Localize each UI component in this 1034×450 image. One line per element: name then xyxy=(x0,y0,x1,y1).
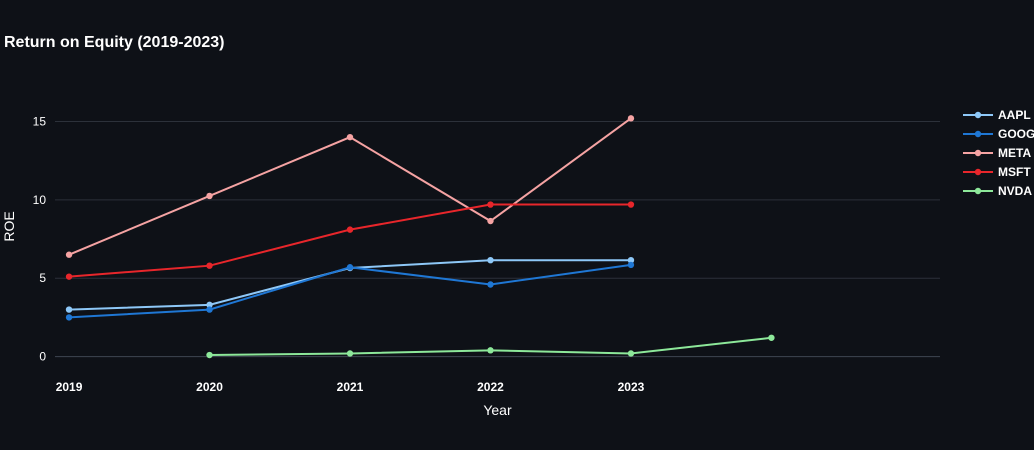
legend-item-nvda[interactable]: NVDA xyxy=(963,184,1032,198)
data-point-meta[interactable] xyxy=(65,251,73,258)
y-tick-label: 0 xyxy=(39,350,46,364)
x-axis-title: Year xyxy=(483,402,512,418)
legend-swatch-marker xyxy=(974,168,982,176)
data-point-goog[interactable] xyxy=(65,314,73,321)
gridlines xyxy=(55,120,940,358)
data-point-goog[interactable] xyxy=(487,281,494,288)
legend-label: GOOG xyxy=(998,127,1034,141)
legend-swatch-marker xyxy=(974,111,982,119)
data-point-nvda[interactable] xyxy=(627,350,635,357)
legend-swatch-marker xyxy=(974,130,982,138)
y-tick-label: 15 xyxy=(33,114,47,128)
data-point-msft[interactable] xyxy=(487,201,494,208)
data-point-msft[interactable] xyxy=(206,262,213,269)
x-tick-label: 2021 xyxy=(337,380,364,394)
data-point-meta[interactable] xyxy=(206,192,213,200)
legend-item-msft[interactable]: MSFT xyxy=(963,165,1031,179)
x-tick-label: 2019 xyxy=(56,380,83,394)
x-tick-label: 2020 xyxy=(196,380,223,394)
series-line-goog xyxy=(68,263,632,319)
data-point-goog[interactable] xyxy=(346,264,354,271)
series-lines xyxy=(65,115,775,359)
legend[interactable]: AAPL GOOG META MSFT NVDA xyxy=(963,108,1034,198)
x-tick-label: 2022 xyxy=(477,380,504,394)
data-point-aapl[interactable] xyxy=(65,306,73,313)
legend-label: MSFT xyxy=(998,165,1031,179)
legend-label: NVDA xyxy=(998,184,1032,198)
legend-label: META xyxy=(998,146,1031,160)
data-point-goog[interactable] xyxy=(627,261,635,269)
data-point-nvda[interactable] xyxy=(206,351,213,359)
tick-labels: 0 5 10 15 2019 2020 2021 2022 2023 xyxy=(33,114,645,394)
data-point-nvda[interactable] xyxy=(768,334,775,341)
chart-title: Return on Equity (2019-2023) xyxy=(4,34,225,51)
y-tick-label: 10 xyxy=(33,193,47,207)
data-point-msft[interactable] xyxy=(627,201,635,208)
legend-swatch-marker xyxy=(974,187,982,195)
data-point-msft[interactable] xyxy=(65,273,73,280)
x-tick-label: 2023 xyxy=(618,380,645,394)
legend-label: AAPL xyxy=(998,108,1031,122)
data-point-meta[interactable] xyxy=(346,133,354,141)
y-axis-title: ROE xyxy=(1,211,17,241)
y-tick-label: 5 xyxy=(39,271,46,285)
data-point-meta[interactable] xyxy=(487,217,494,225)
data-point-msft[interactable] xyxy=(346,226,354,233)
data-point-aapl[interactable] xyxy=(627,256,635,264)
legend-swatch-marker xyxy=(974,149,982,157)
data-point-aapl[interactable] xyxy=(206,301,213,309)
data-point-meta[interactable] xyxy=(627,115,635,122)
data-point-goog[interactable] xyxy=(206,306,213,313)
legend-item-aapl[interactable]: AAPL xyxy=(963,108,1031,122)
data-point-aapl[interactable] xyxy=(487,256,494,264)
legend-item-goog[interactable]: GOOG xyxy=(963,127,1034,141)
data-point-nvda[interactable] xyxy=(487,347,494,354)
data-point-nvda[interactable] xyxy=(346,350,354,357)
legend-item-meta[interactable]: META xyxy=(963,146,1031,160)
